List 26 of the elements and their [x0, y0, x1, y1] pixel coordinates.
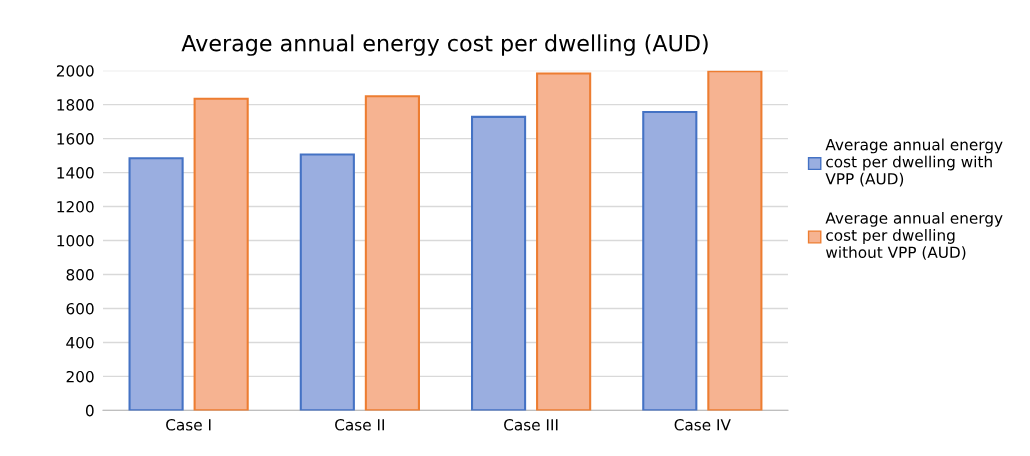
- x-tick-label: Case IV: [674, 419, 731, 431]
- chart-title: Average annual energy cost per dwelling (AUD): [181, 34, 708, 56]
- y-tick-label: 1400: [57, 167, 94, 179]
- bar: [193, 97, 249, 411]
- bar: [299, 153, 355, 411]
- y-tick-label: 1800: [57, 99, 94, 111]
- x-tick-label: Case I: [166, 419, 211, 431]
- y-tick-label: 600: [66, 302, 94, 315]
- bar: [642, 110, 698, 411]
- y-tick-label: 1200: [57, 201, 94, 213]
- x-tick-label: Case II: [335, 419, 384, 431]
- bar: [128, 157, 184, 411]
- y-tick-label: 400: [66, 336, 94, 349]
- y-tick-label: 1600: [57, 133, 94, 145]
- y-tick-label: 1000: [57, 235, 94, 247]
- y-tick-label: 800: [66, 268, 94, 281]
- y-tick-label: 0: [85, 404, 94, 417]
- legend-label: Average annual energy cost per dwelling without VPP (AUD): [825, 212, 1003, 260]
- bar: [364, 95, 420, 411]
- x-tick-label: Case III: [504, 419, 558, 431]
- bar: [707, 70, 763, 411]
- y-tick-label: 2000: [56, 65, 94, 77]
- y-tick-label: 200: [66, 370, 94, 383]
- bar: [536, 72, 592, 411]
- bar: [470, 115, 527, 411]
- legend-label: Average annual energy cost per dwelling with VPP (AUD): [825, 138, 1003, 187]
